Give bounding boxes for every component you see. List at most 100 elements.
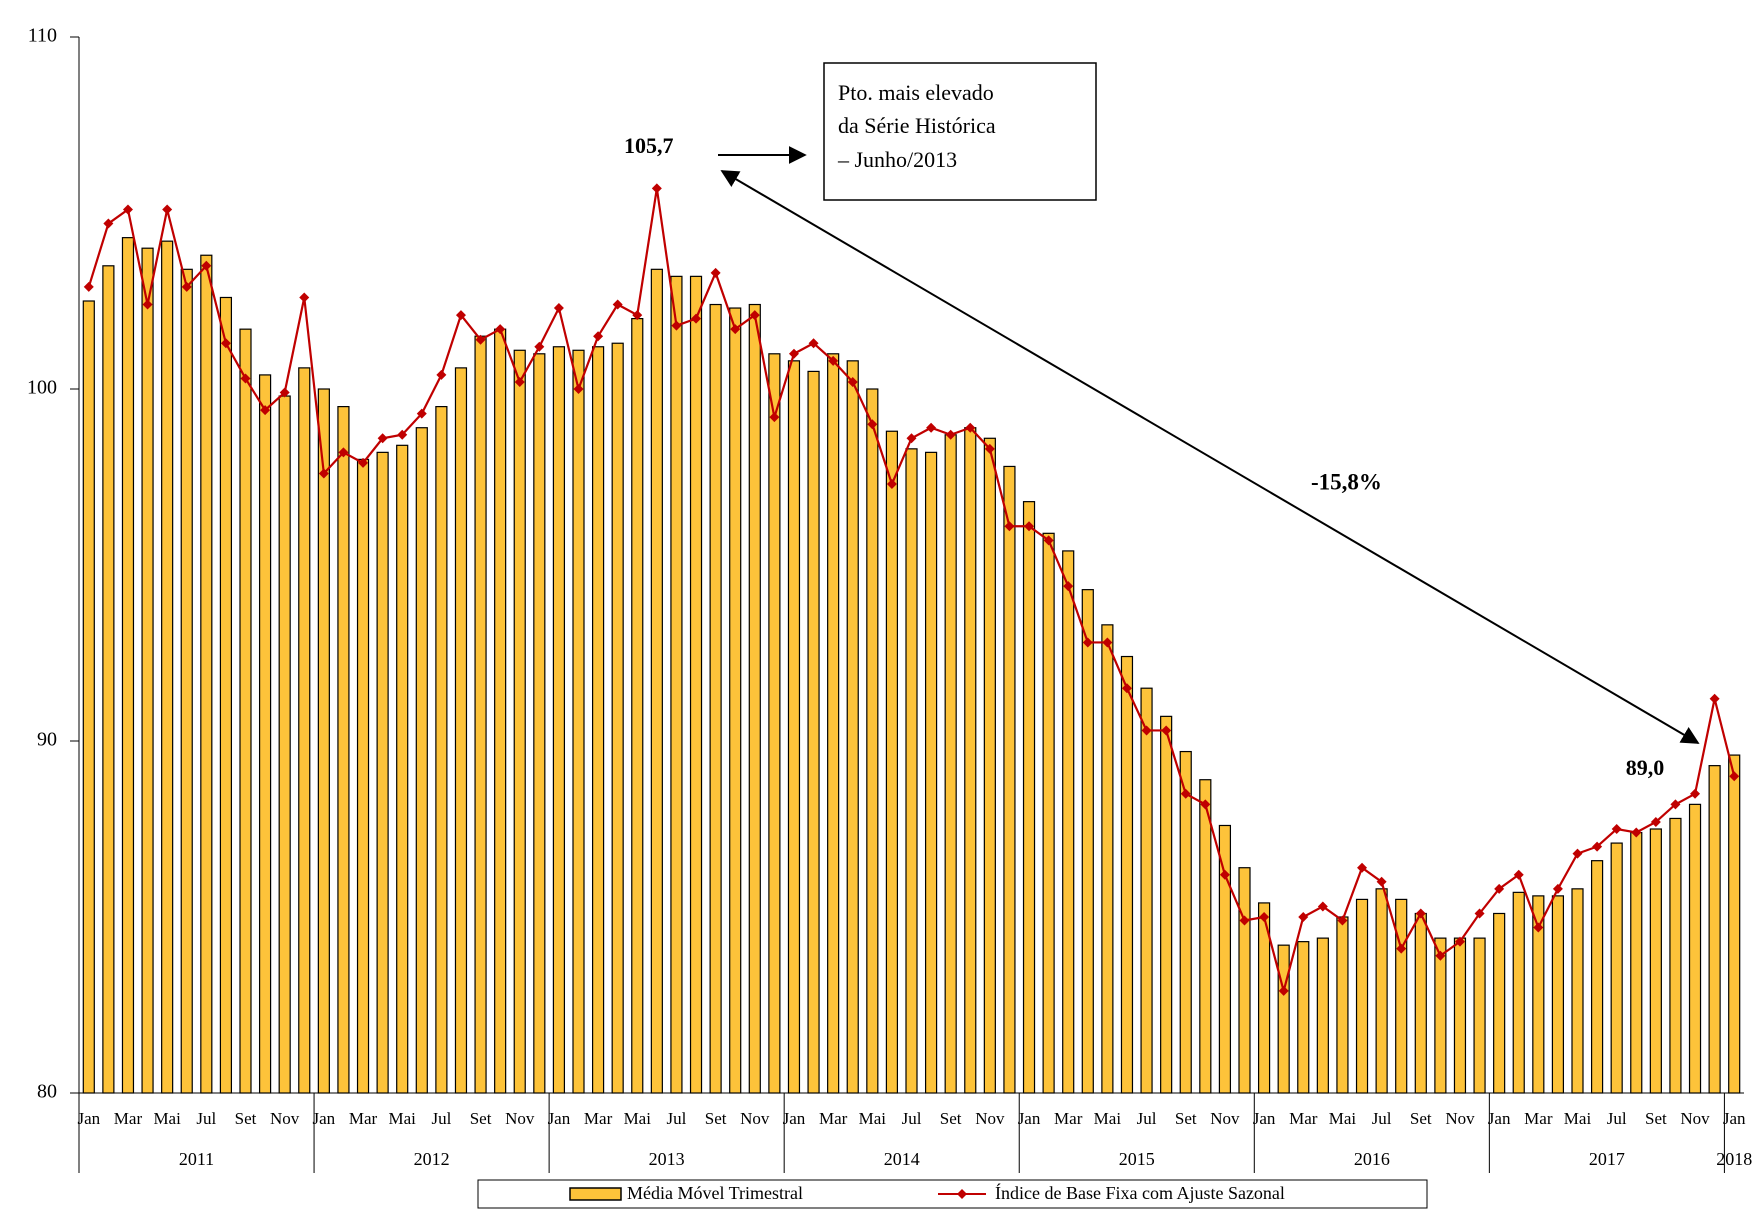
marker	[495, 324, 506, 335]
x-tick-label: Mar	[584, 1109, 613, 1128]
bar	[650, 268, 663, 1094]
marker	[945, 429, 956, 440]
marker	[710, 267, 721, 278]
x-tick-label: Jul	[1607, 1109, 1627, 1128]
bar	[944, 434, 957, 1094]
last-label: 89,0	[1626, 755, 1665, 780]
legend-swatch	[957, 1189, 967, 1199]
bar	[1257, 902, 1271, 1094]
marker	[730, 324, 741, 335]
bar	[161, 240, 174, 1094]
x-tick-label: Nov	[1210, 1109, 1240, 1128]
marker	[83, 281, 94, 292]
marker	[1063, 581, 1074, 592]
year-label: 2014	[884, 1149, 920, 1169]
x-tick-label: Jul	[667, 1109, 687, 1128]
x-tick-label: Set	[235, 1109, 257, 1128]
marker	[220, 338, 231, 349]
x-tick-label: Set	[940, 1109, 962, 1128]
marker	[553, 303, 564, 314]
bar	[1532, 895, 1545, 1094]
marker	[514, 376, 525, 387]
year-label: 2013	[649, 1149, 685, 1169]
x-tick-label: Nov	[740, 1109, 770, 1128]
marker	[1396, 943, 1407, 954]
x-tick-label: Jan	[783, 1109, 806, 1128]
bar	[709, 303, 722, 1094]
marker	[436, 369, 447, 380]
marker	[671, 320, 682, 331]
bar	[317, 388, 330, 1094]
bar	[1414, 912, 1427, 1094]
bar	[180, 268, 193, 1094]
bar	[1022, 501, 1036, 1094]
bar	[454, 367, 468, 1094]
marker	[1298, 912, 1309, 922]
x-tick-label: Set	[470, 1109, 492, 1128]
marker	[1690, 788, 1701, 799]
x-tick-label: Jan	[1253, 1109, 1276, 1128]
bar	[905, 448, 918, 1094]
bar	[1062, 550, 1075, 1094]
legend-label: Média Móvel Trimestral	[627, 1183, 803, 1203]
bar	[1453, 937, 1467, 1094]
bar	[846, 360, 859, 1094]
marker	[1004, 521, 1015, 532]
bar	[82, 300, 95, 1094]
marker	[867, 419, 878, 430]
bar	[670, 275, 683, 1094]
bar	[1336, 916, 1349, 1094]
bar	[1571, 888, 1584, 1094]
arrow	[720, 170, 1700, 744]
marker	[886, 479, 897, 490]
bar	[1434, 937, 1447, 1094]
x-tick-label: Mai	[859, 1109, 887, 1128]
bar	[572, 349, 585, 1094]
x-tick-label: Jul	[902, 1109, 922, 1128]
marker	[691, 313, 702, 324]
marker	[1219, 869, 1230, 880]
year-label: 2015	[1119, 1149, 1155, 1169]
bar	[1688, 803, 1702, 1094]
x-tick-label: Mai	[389, 1109, 417, 1128]
bar	[748, 303, 761, 1094]
bar	[239, 328, 252, 1094]
marker	[181, 281, 192, 292]
bar	[415, 427, 428, 1094]
marker	[1200, 799, 1211, 810]
bar	[787, 360, 801, 1094]
marker	[279, 387, 290, 398]
marker	[1631, 827, 1642, 838]
year-label: 2012	[414, 1149, 450, 1169]
marker	[1102, 637, 1113, 648]
y-tick-label: 110	[28, 25, 57, 47]
bar	[513, 349, 526, 1094]
bar	[474, 335, 487, 1094]
marker	[1239, 915, 1250, 926]
x-tick-label: Jul	[1137, 1109, 1157, 1128]
legend-swatch	[569, 1187, 622, 1201]
marker	[612, 299, 623, 310]
marker	[965, 422, 976, 433]
marker	[1082, 637, 1093, 648]
bar	[1355, 898, 1369, 1094]
bar	[1551, 895, 1565, 1094]
x-tick-label: Mar	[819, 1109, 848, 1128]
marker	[1415, 908, 1426, 919]
x-tick-label: Mai	[153, 1109, 181, 1128]
year-label: 2018	[1716, 1149, 1752, 1169]
marker	[240, 373, 251, 384]
x-tick-label: Jan	[548, 1109, 571, 1128]
marker	[1357, 862, 1368, 873]
bar	[141, 247, 154, 1094]
x-tick-label: Nov	[1445, 1109, 1475, 1128]
x-tick-label: Set	[1410, 1109, 1432, 1128]
bar	[337, 406, 350, 1094]
annotation-text: da Série Histórica	[838, 113, 996, 138]
year-label: 2017	[1589, 1149, 1625, 1169]
bar	[1042, 532, 1055, 1094]
marker	[926, 422, 937, 433]
bar	[396, 444, 409, 1094]
bar	[1728, 754, 1741, 1094]
